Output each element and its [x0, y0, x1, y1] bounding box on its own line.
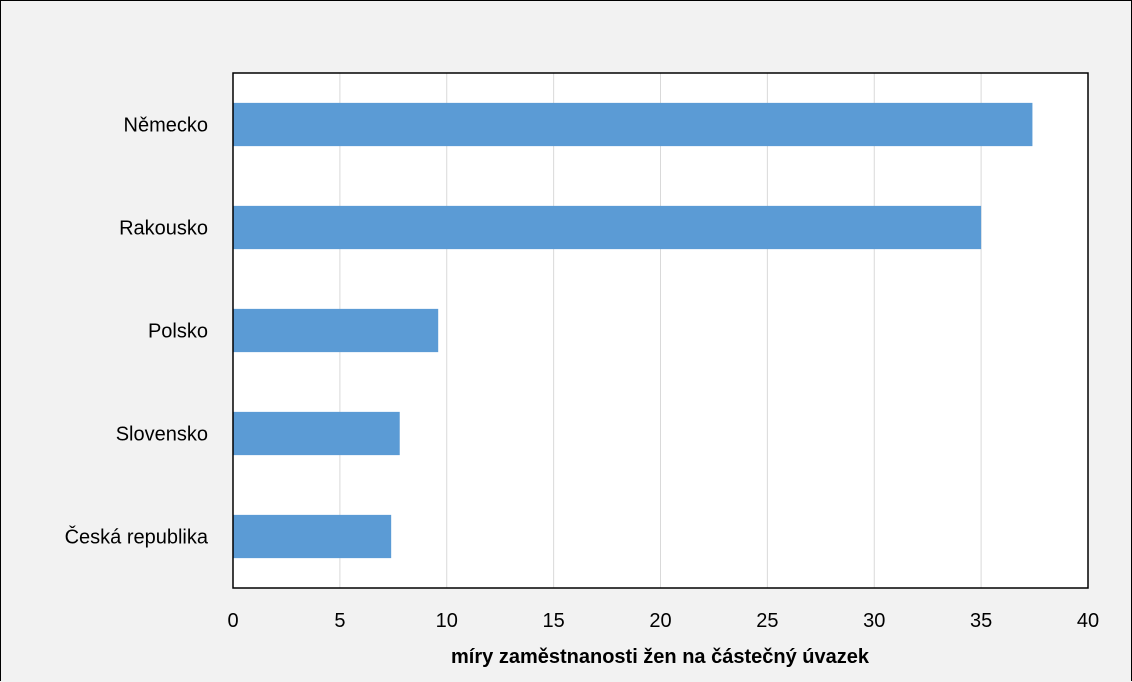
category-label: Česká republika — [65, 526, 209, 549]
x-tick-label: 40 — [1077, 610, 1099, 632]
x-axis-title: míry zaměstnanosti žen na částečný úvaze… — [451, 646, 870, 668]
bar — [233, 411, 400, 456]
x-tick-label: 15 — [543, 610, 565, 632]
x-tick-label: 30 — [863, 610, 885, 632]
x-tick-label: 20 — [649, 610, 671, 632]
category-labels: Německo Rakousko Polsko Slovensko Česká repu… — [65, 115, 209, 549]
x-tick-label: 5 — [334, 610, 345, 632]
x-tick-label: 25 — [756, 610, 778, 632]
gridlines — [339, 73, 982, 588]
category-label: Slovensko — [116, 424, 208, 446]
category-label: Německo — [124, 115, 208, 137]
category-label: Polsko — [148, 321, 208, 343]
bar — [233, 102, 1033, 147]
category-label: Rakousko — [119, 218, 208, 240]
x-tick-label: 0 — [227, 610, 238, 632]
bars — [233, 102, 1033, 559]
bar — [233, 205, 982, 250]
bar — [233, 514, 392, 559]
x-tick-label: 35 — [970, 610, 992, 632]
x-tick-labels: 0 5 10 15 20 25 30 35 40 — [227, 610, 1099, 632]
plot-border — [232, 72, 1089, 589]
x-tick-label: 10 — [436, 610, 458, 632]
bar — [233, 308, 439, 353]
